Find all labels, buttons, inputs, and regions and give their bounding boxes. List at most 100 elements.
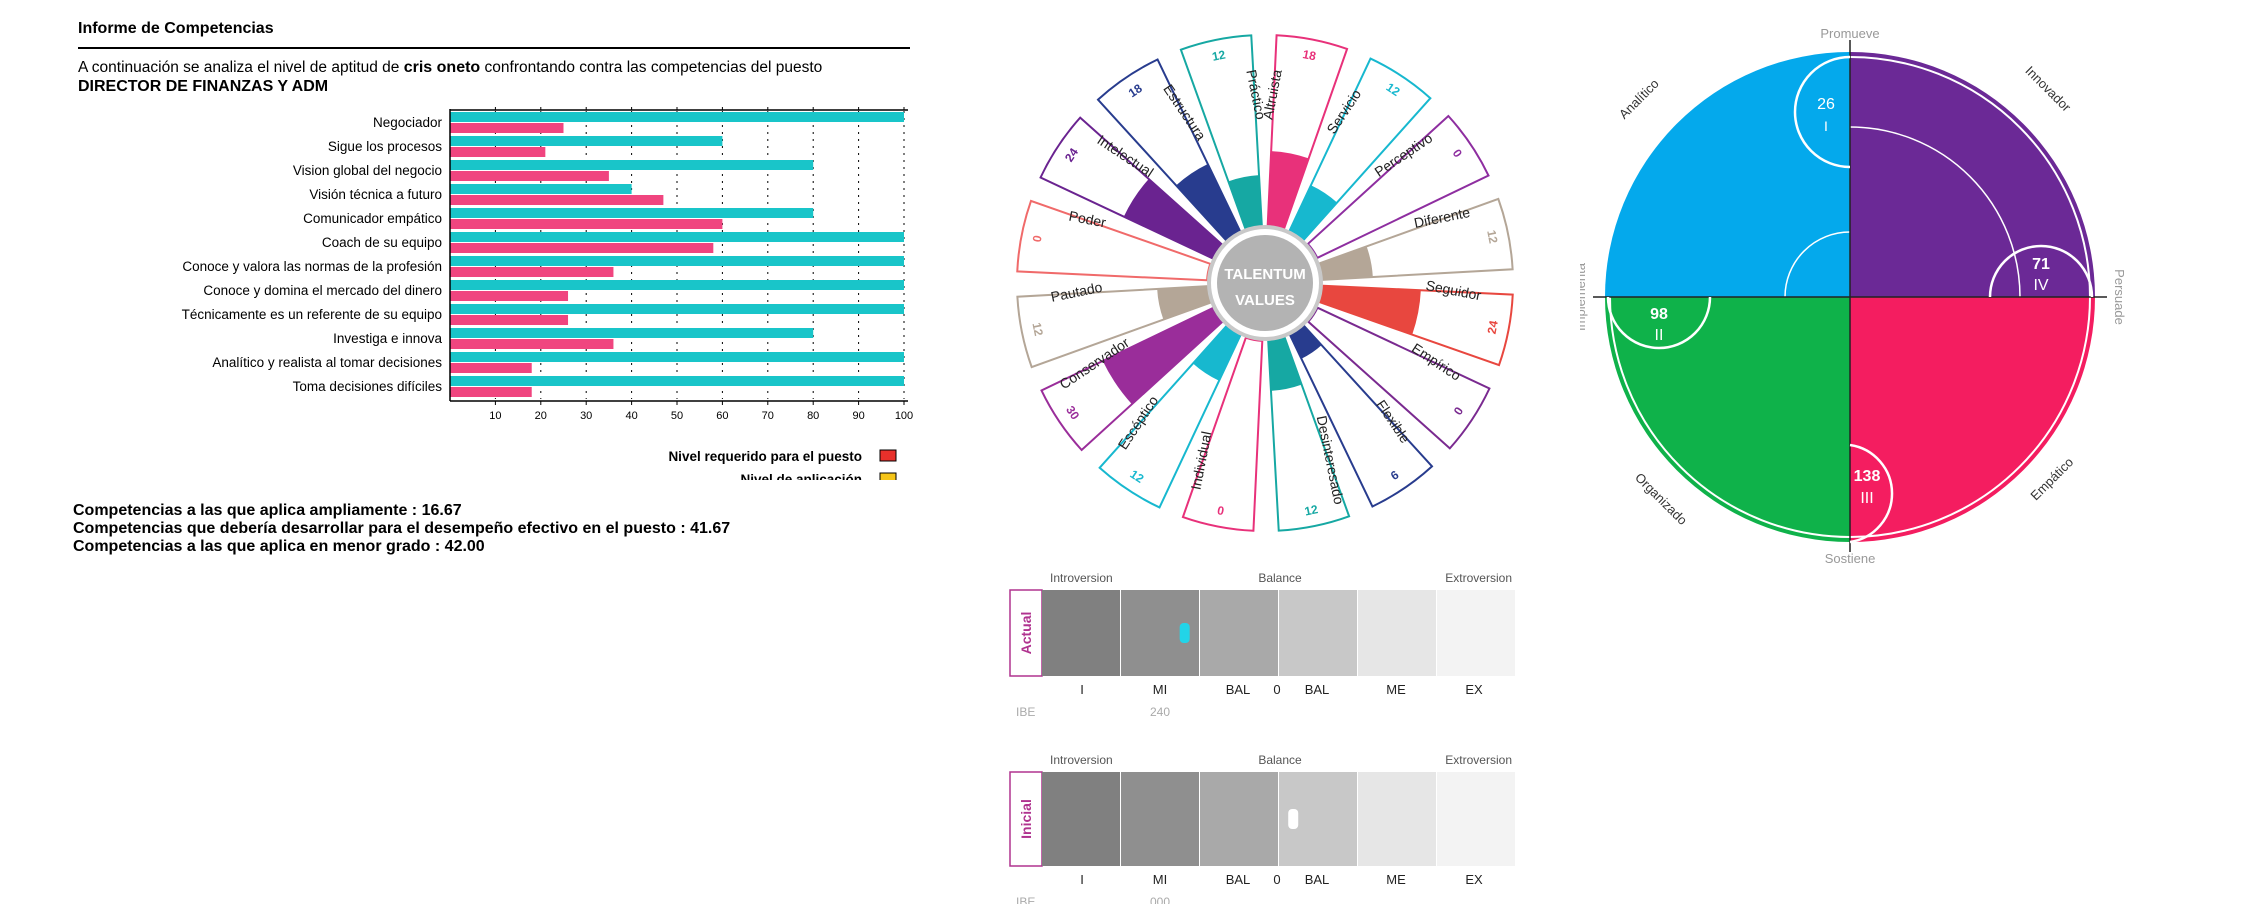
- gauge-scale-label: 0: [1273, 682, 1280, 697]
- summary-line-broad: Competencias a las que aplica ampliament…: [73, 502, 462, 519]
- x-tick-label: 60: [716, 410, 728, 422]
- ibe-value: 240: [1150, 705, 1170, 719]
- score-value: 26: [1817, 96, 1835, 113]
- competency-bar-chart: Negociador Sigue los procesos Vision globa…: [182, 107, 913, 480]
- category-label: Técnicamente es un referente de su equip…: [182, 307, 442, 322]
- gauge-name: Actual: [1018, 612, 1034, 655]
- quadrant-arc: [1849, 296, 2091, 538]
- bar-applied: [450, 363, 532, 373]
- gauge-label-introversion: Introversion: [1050, 753, 1113, 767]
- bar-applied: [450, 387, 532, 397]
- quadrant-name-label: Empático: [2027, 454, 2076, 503]
- segment-value: 12: [1029, 321, 1045, 337]
- report-title: Informe de Competencias: [78, 20, 274, 37]
- gauge-scale-label: EX: [1465, 682, 1483, 697]
- score-value: 71: [2032, 256, 2050, 273]
- x-tick-label: 20: [535, 410, 547, 422]
- quadrant-pie-chart: Promueve Sostiene Implementa Persuade Analít…: [1580, 26, 2127, 566]
- segment-value: 0: [1216, 503, 1226, 518]
- bar-applied: [450, 219, 723, 229]
- gauge-band: [1358, 590, 1436, 676]
- summary-line-lesser: Competencias a las que aplica en menor g…: [73, 538, 485, 555]
- quadrant-name-label: Analítico: [1616, 76, 1662, 122]
- gauge-label-extroversion: Extroversion: [1445, 753, 1512, 767]
- gauge-label-introversion: Introversion: [1050, 571, 1113, 585]
- segment-fill: [1176, 164, 1240, 241]
- bar-applied: [450, 123, 564, 133]
- report-intro: A continuación se analiza el nivel de ap…: [78, 58, 822, 96]
- bar-applied: [450, 267, 614, 277]
- bar-required: [450, 232, 904, 242]
- intro-text-after: confrontando contra las competencias del…: [484, 59, 823, 76]
- segment-fill: [1319, 246, 1373, 280]
- score-roman: IV: [2033, 277, 2048, 294]
- score-value: 98: [1650, 306, 1668, 323]
- axis-label-right: Persuade: [2112, 269, 2127, 325]
- gauge-scale-label: EX: [1465, 872, 1483, 887]
- position-name: DIRECTOR DE FINANZAS Y ADM: [78, 78, 329, 95]
- gauge-marker: [1179, 623, 1190, 643]
- score-badge-outline: [1606, 296, 1712, 350]
- axis-label-left: Implementa: [1580, 262, 1588, 331]
- title-rule: [78, 47, 910, 49]
- gauge-band: [1042, 590, 1120, 676]
- bar-required: [450, 160, 814, 170]
- segment-fill: [1157, 286, 1211, 320]
- bar-required: [450, 304, 904, 314]
- category-label: Analítico y realista al tomar decisiones: [212, 355, 442, 370]
- gauge-marker: [1288, 809, 1299, 829]
- category-label: Vision global del negocio: [293, 163, 442, 178]
- gauge-label-extroversion: Extroversion: [1445, 571, 1512, 585]
- axis-label-top: Promueve: [1820, 26, 1879, 41]
- x-tick-label: 40: [625, 410, 637, 422]
- summary-line-develop: Competencias que debería desarrollar par…: [73, 520, 731, 537]
- segment-value: 12: [1211, 47, 1227, 63]
- gauge-label-balance: Balance: [1258, 753, 1302, 767]
- gauge-band: [1200, 772, 1278, 866]
- score-roman: III: [1860, 490, 1873, 507]
- bar-required: [450, 352, 904, 362]
- bar-required: [450, 136, 723, 146]
- bar-required: [450, 256, 904, 266]
- quadrant-innovador: [1850, 52, 2095, 297]
- segment-value: 12: [1303, 502, 1319, 518]
- gauge-scale-label: 0: [1273, 872, 1280, 887]
- bar-applied: [450, 315, 569, 325]
- segment-fill: [1192, 326, 1241, 381]
- intro-text-before: A continuación se analiza el nivel de ap…: [78, 59, 400, 76]
- competency-report: Informe de Competencias A continuación s…: [0, 0, 930, 904]
- gauge-scale-label: I: [1080, 872, 1084, 887]
- gauge-scale-label: BAL: [1226, 682, 1251, 697]
- quadrant-empático: [1850, 297, 2095, 542]
- category-label: Toma decisiones difíciles: [293, 379, 443, 394]
- score-roman: II: [1655, 327, 1664, 344]
- quadrant-arc: [1849, 126, 2021, 298]
- center-label-top: TALENTUM: [1224, 266, 1305, 283]
- score-badge-outline: [1988, 244, 2094, 298]
- x-tick-label: 70: [762, 410, 774, 422]
- quadrant-name-label: Innovador: [2022, 63, 2074, 115]
- x-tick-label: 100: [895, 410, 913, 422]
- quadrant-name-label: Organizado: [1632, 470, 1690, 528]
- gauge-scale-label: ME: [1386, 872, 1406, 887]
- segment-fill: [1102, 308, 1223, 405]
- ibe-label: IBE: [1016, 895, 1035, 904]
- segment-value: 12: [1484, 229, 1500, 245]
- gauge-band: [1437, 590, 1515, 676]
- x-tick-label: 10: [489, 410, 501, 422]
- gauge-name-tab: [1009, 771, 1043, 867]
- gauge-scale-label: MI: [1153, 682, 1167, 697]
- category-label: Investiga e innova: [333, 331, 442, 346]
- legend-swatch: [879, 472, 897, 480]
- category-label: Visión técnica a futuro: [309, 187, 442, 202]
- legend-label: Nivel requerido para el puesto: [668, 449, 862, 464]
- gauge-band: [1358, 772, 1436, 866]
- bar-required: [450, 184, 632, 194]
- legend-swatch: [879, 449, 897, 462]
- candidate-name: cris oneto: [403, 59, 481, 76]
- bar-required: [450, 112, 904, 122]
- bar-applied: [450, 243, 714, 253]
- segment-value: 18: [1301, 47, 1317, 63]
- bar-required: [450, 376, 904, 386]
